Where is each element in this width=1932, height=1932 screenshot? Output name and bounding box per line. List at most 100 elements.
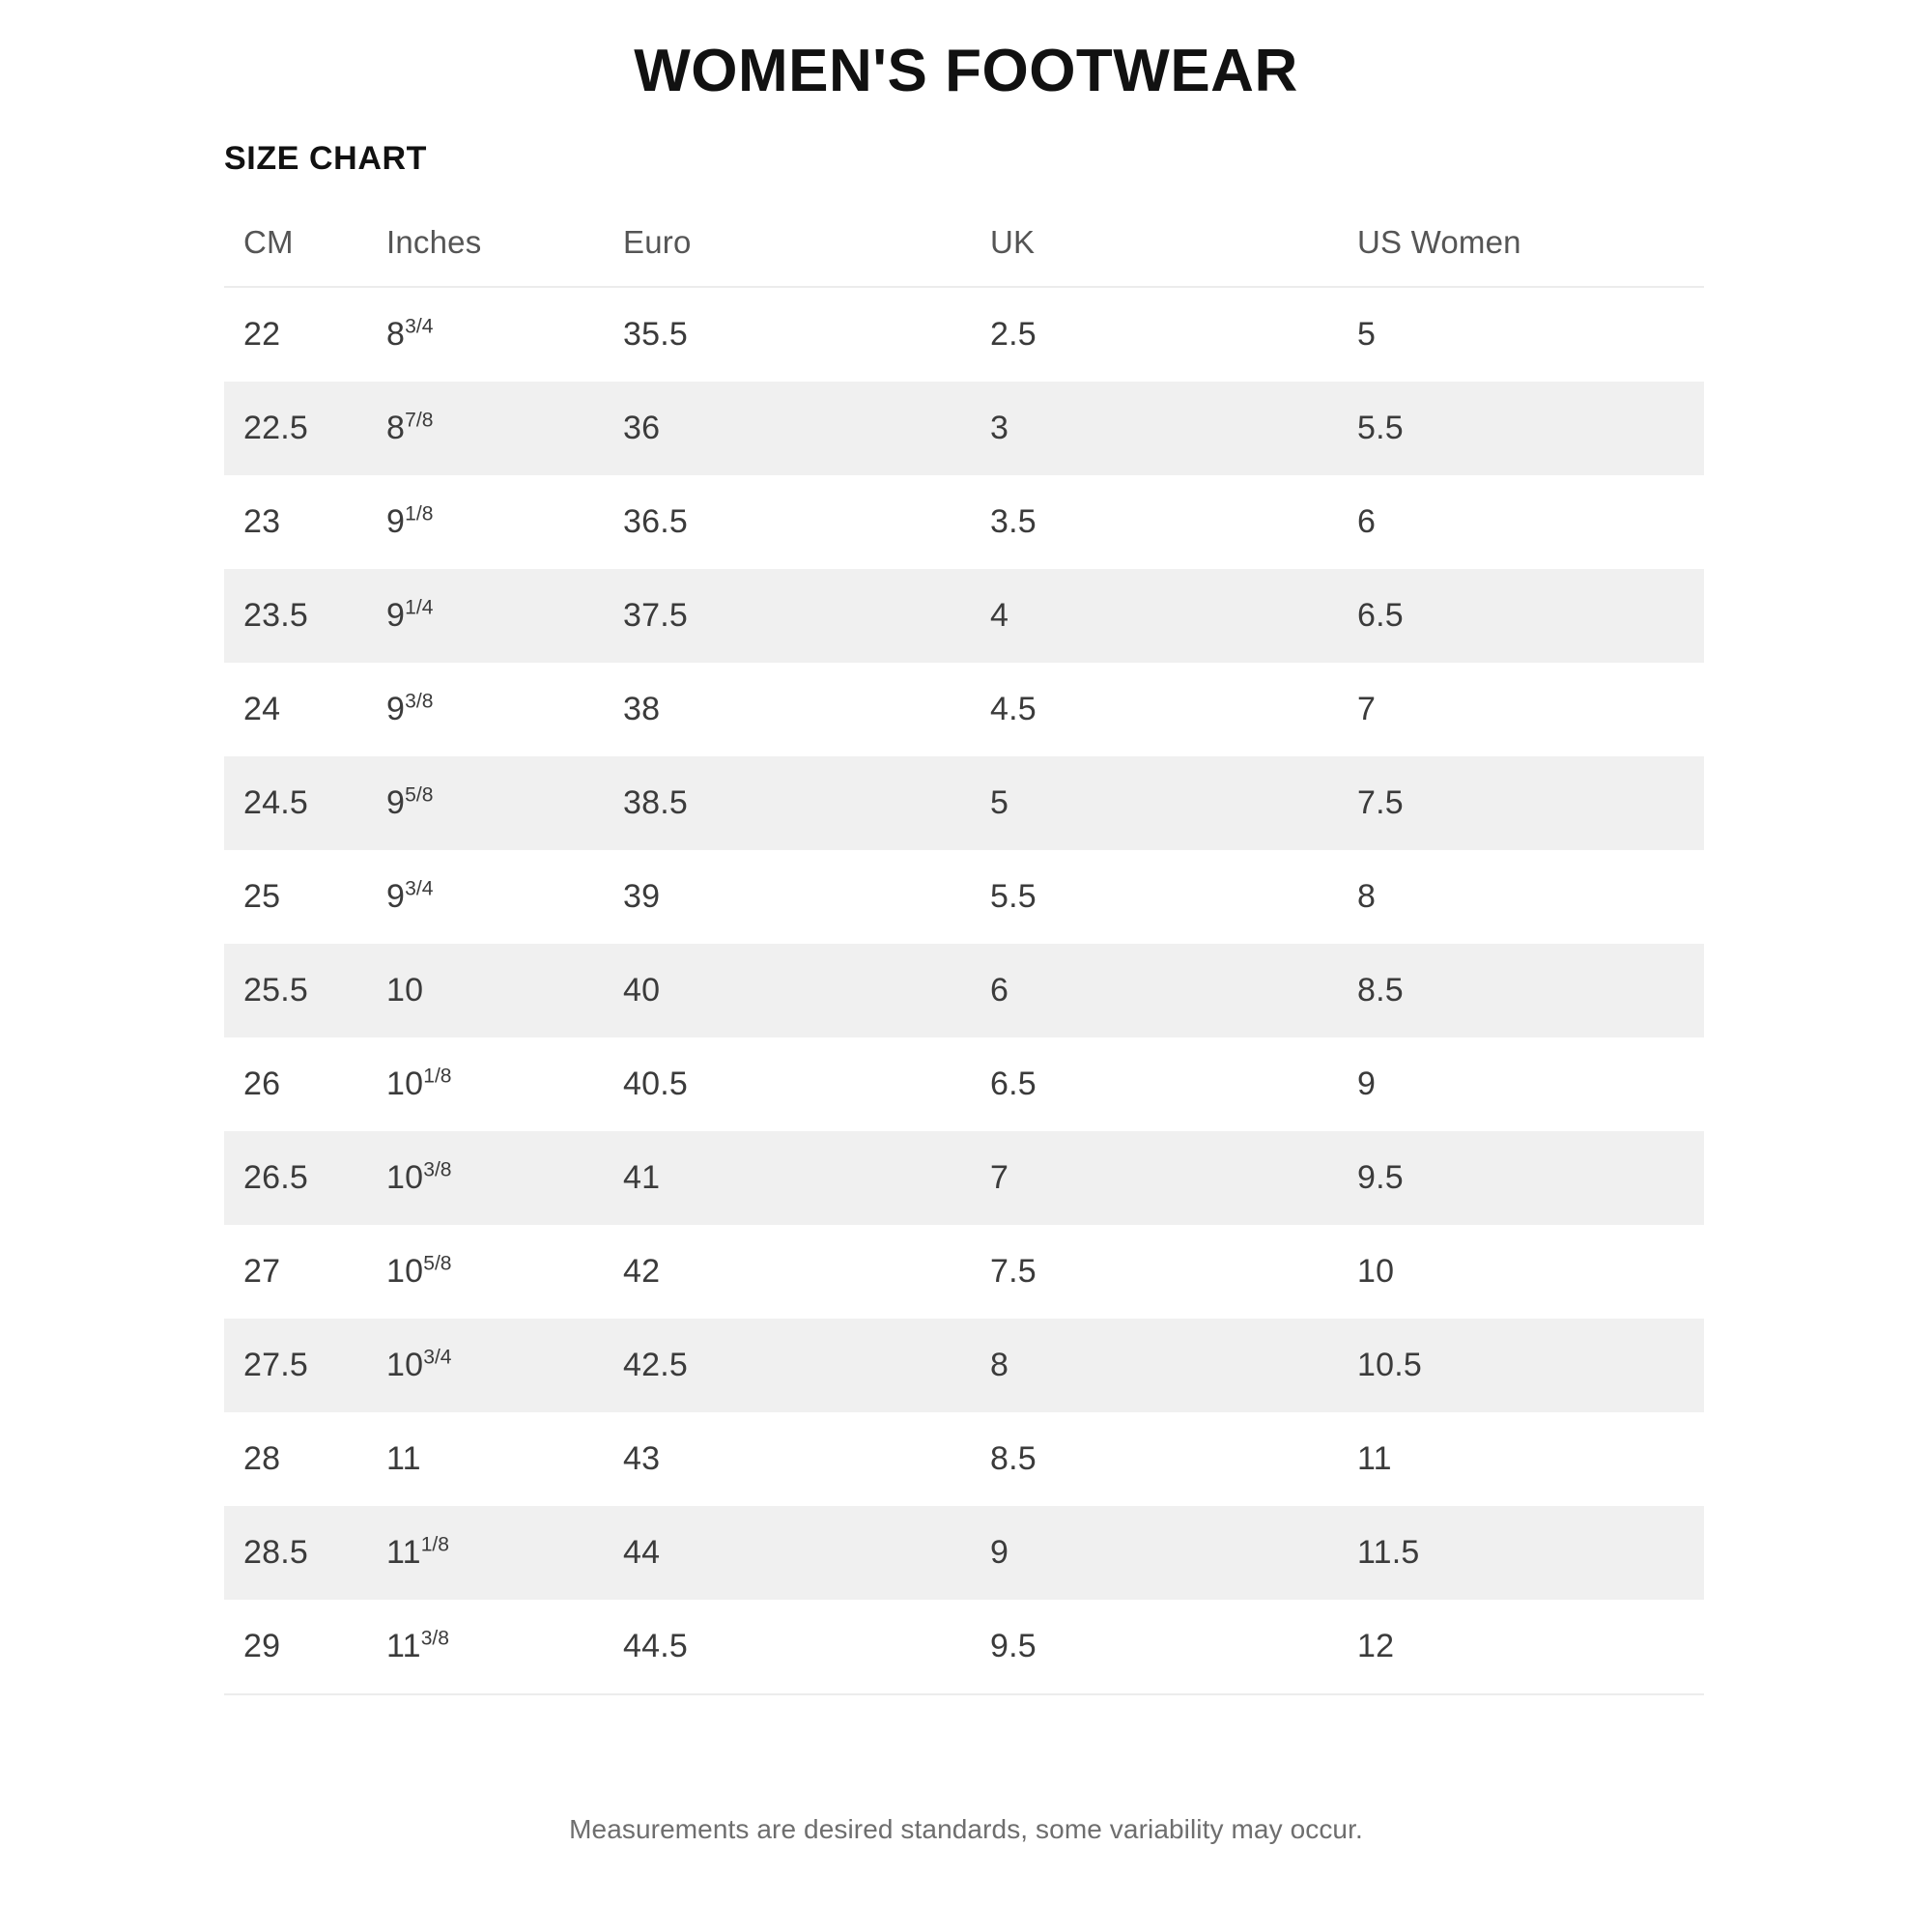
cell-inches: 10 — [367, 944, 604, 1037]
table-header: CM Inches Euro UK US Women — [224, 203, 1704, 288]
cell-uk: 3.5 — [990, 503, 1037, 540]
inches-whole: 11 — [386, 1628, 421, 1664]
cell-euro: 37.5 — [604, 569, 971, 663]
table-row: 22 83/4 35.5 2.5 5 — [224, 287, 1704, 382]
cell-cm: 25.5 — [224, 944, 367, 1037]
inches-whole: 8 — [386, 316, 406, 353]
cell-cm: 22.5 — [224, 382, 367, 475]
cell-euro: 44 — [604, 1506, 971, 1600]
cell-inches: 83/4 — [367, 287, 604, 382]
cell-cm: 23.5 — [224, 569, 367, 663]
table-row: 25 93/4 39 5.5 8 — [224, 850, 1704, 944]
cell-us-women: 10 — [1357, 1253, 1395, 1290]
cell-inches: 95/8 — [367, 756, 604, 850]
cell-inches: 93/4 — [367, 850, 604, 944]
cell-euro: 44.5 — [604, 1600, 971, 1695]
table-row: 27.5 103/4 42.5 8 10.5 — [224, 1319, 1704, 1412]
inches-whole: 8 — [386, 410, 406, 446]
cell-cm: 28.5 — [224, 1506, 367, 1600]
table-row: 28 11 43 8.5 11 — [224, 1412, 1704, 1506]
table-header-row: CM Inches Euro UK US Women — [224, 203, 1704, 288]
size-table: CM Inches Euro UK US Women 22 83/4 35.5 2.5… — [224, 203, 1704, 1695]
table-row: 23.5 91/4 37.5 4 6.5 — [224, 569, 1704, 663]
cell-euro: 36 — [604, 382, 971, 475]
inches-whole: 9 — [386, 784, 406, 821]
cell-us-women: 10.5 — [1338, 1319, 1704, 1412]
cell-euro: 38 — [623, 691, 661, 727]
inches-fraction: 3/8 — [420, 1627, 450, 1650]
inches-fraction: 3/8 — [405, 690, 434, 713]
inches-fraction: 1/8 — [405, 502, 434, 526]
cell-uk: 8 — [971, 1319, 1338, 1412]
inches-whole: 11 — [386, 1440, 421, 1477]
cell-us-women: 9.5 — [1338, 1131, 1704, 1225]
cell-cm: 23 — [243, 503, 281, 540]
section-title: SIZE CHART — [224, 140, 427, 177]
cell-inches: 105/8 — [367, 1225, 604, 1319]
cell-inches: 111/8 — [367, 1506, 604, 1600]
table-row: 27 105/8 42 7.5 10 — [224, 1225, 1704, 1319]
cell-uk: 5 — [971, 756, 1338, 850]
inches-whole: 10 — [386, 1065, 424, 1102]
table-row: 22.5 87/8 36 3 5.5 — [224, 382, 1704, 475]
cell-euro: 40.5 — [623, 1065, 688, 1102]
cell-euro: 35.5 — [623, 316, 688, 353]
inches-fraction: 3/4 — [423, 1346, 452, 1369]
table-row: 26 101/8 40.5 6.5 9 — [224, 1037, 1704, 1131]
cell-us-women: 8 — [1357, 878, 1377, 915]
column-header-euro: Euro — [604, 203, 971, 288]
cell-cm: 29 — [224, 1600, 367, 1695]
inches-fraction: 1/4 — [405, 596, 434, 619]
cell-euro: 38.5 — [604, 756, 971, 850]
cell-us-women: 5.5 — [1338, 382, 1704, 475]
cell-uk: 4.5 — [990, 691, 1037, 727]
inches-fraction: 7/8 — [405, 409, 434, 432]
column-header-cm: CM — [224, 203, 367, 288]
table-row: 25.5 10 40 6 8.5 — [224, 944, 1704, 1037]
cell-inches: 91/4 — [367, 569, 604, 663]
column-header-inches: Inches — [367, 203, 604, 288]
page-title: WOMEN'S FOOTWEAR — [634, 38, 1298, 104]
cell-uk: 6.5 — [990, 1065, 1037, 1102]
inches-fraction: 3/4 — [405, 315, 434, 338]
column-header-uk: UK — [971, 203, 1338, 288]
table-row: 23 91/8 36.5 3.5 6 — [224, 475, 1704, 569]
inches-whole: 9 — [386, 597, 406, 634]
cell-us-women: 12 — [1338, 1600, 1704, 1695]
cell-inches: 113/8 — [367, 1600, 604, 1695]
cell-cm: 24.5 — [224, 756, 367, 850]
inches-whole: 10 — [386, 1347, 424, 1383]
cell-us-women: 6.5 — [1338, 569, 1704, 663]
cell-uk: 4 — [971, 569, 1338, 663]
inches-whole: 9 — [386, 878, 406, 915]
inches-fraction: 1/8 — [420, 1533, 450, 1556]
inches-whole: 10 — [386, 1253, 424, 1290]
size-table-container: CM Inches Euro UK US Women 22 83/4 35.5 2.5… — [224, 203, 1704, 1695]
cell-uk: 6 — [971, 944, 1338, 1037]
cell-euro: 42.5 — [604, 1319, 971, 1412]
cell-uk: 3 — [971, 382, 1338, 475]
inches-fraction: 1/8 — [423, 1065, 452, 1088]
cell-uk: 9 — [971, 1506, 1338, 1600]
cell-us-women: 7.5 — [1338, 756, 1704, 850]
cell-cm: 28 — [243, 1440, 281, 1477]
inches-whole: 10 — [386, 1159, 424, 1196]
table-row: 24.5 95/8 38.5 5 7.5 — [224, 756, 1704, 850]
inches-fraction: 5/8 — [423, 1252, 452, 1275]
table-row: 29 113/8 44.5 9.5 12 — [224, 1600, 1704, 1695]
cell-inches: 87/8 — [367, 382, 604, 475]
table-body: 22 83/4 35.5 2.5 5 22.5 87/8 36 3 5.5 23 91/8 36.5 3.… — [224, 287, 1704, 1695]
cell-cm: 25 — [243, 878, 281, 915]
inches-fraction: 3/8 — [423, 1158, 452, 1181]
table-row: 26.5 103/8 41 7 9.5 — [224, 1131, 1704, 1225]
cell-us-women: 9 — [1357, 1065, 1377, 1102]
cell-euro: 41 — [604, 1131, 971, 1225]
cell-euro: 39 — [623, 878, 661, 915]
cell-us-women: 7 — [1357, 691, 1377, 727]
cell-us-women: 5 — [1357, 316, 1377, 353]
cell-inches: 101/8 — [367, 1037, 604, 1131]
cell-us-women: 8.5 — [1338, 944, 1704, 1037]
cell-cm: 22 — [243, 316, 281, 353]
cell-uk: 7 — [971, 1131, 1338, 1225]
